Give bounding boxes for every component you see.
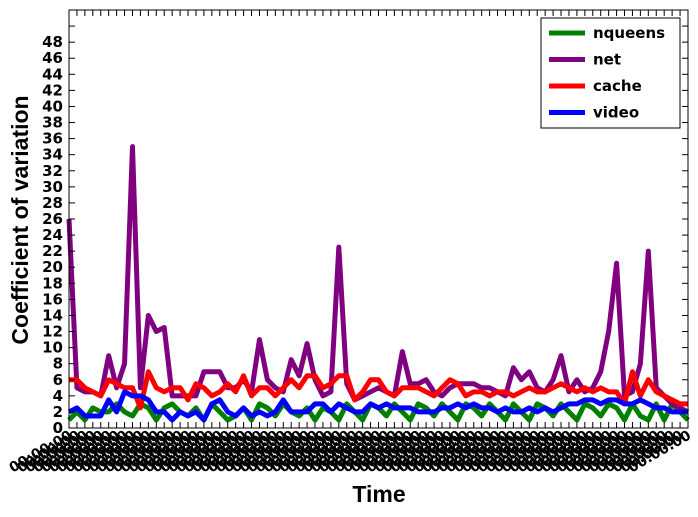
y-tick-label: 36 (42, 130, 63, 148)
y-tick-label: 4 (53, 387, 63, 405)
legend: nqueens net cache video (540, 17, 681, 129)
y-tick-label: 30 (42, 178, 63, 196)
y-axis-label: Coefficient of variation (7, 95, 33, 344)
legend-label-nqueens: nqueens (593, 24, 665, 42)
y-tick-label: 12 (42, 323, 63, 341)
y-tick-label: 32 (42, 162, 63, 180)
y-tick-label: 16 (42, 290, 63, 308)
y-tick-label: 22 (42, 242, 63, 260)
y-tick-label: 40 (42, 97, 63, 115)
y-tick-label: 24 (42, 226, 63, 244)
y-tick-label: 46 (42, 49, 63, 67)
y-tick-label: 34 (42, 146, 63, 164)
y-tick-label: 28 (42, 194, 63, 212)
y-tick-label: 0 (53, 419, 63, 437)
legend-label-net: net (593, 51, 621, 69)
series-line-cache (69, 369, 688, 411)
y-tick-label: 8 (53, 355, 63, 373)
y-tick-label: 38 (42, 114, 63, 132)
y-tick-label: 2 (53, 403, 63, 421)
y-tick-label: 48 (42, 33, 63, 51)
legend-box (540, 17, 681, 129)
y-tick-label: 44 (42, 65, 63, 83)
ticks-layer: 0246810121416182022242628303234363840424… (7, 9, 694, 476)
y-tick-label: 6 (53, 371, 63, 389)
y-tick-label: 10 (42, 339, 63, 357)
y-tick-label: 20 (42, 258, 63, 276)
y-tick-label: 14 (42, 306, 63, 324)
y-tick-label: 18 (42, 274, 63, 292)
legend-label-video: video (593, 104, 639, 122)
series-line-video (67, 389, 688, 423)
legend-label-cache: cache (593, 77, 642, 95)
x-axis-label: Time (352, 481, 405, 507)
y-tick-label: 42 (42, 81, 63, 99)
series-line-net (66, 144, 690, 415)
y-tick-label: 26 (42, 210, 63, 228)
series-layer (66, 144, 690, 423)
